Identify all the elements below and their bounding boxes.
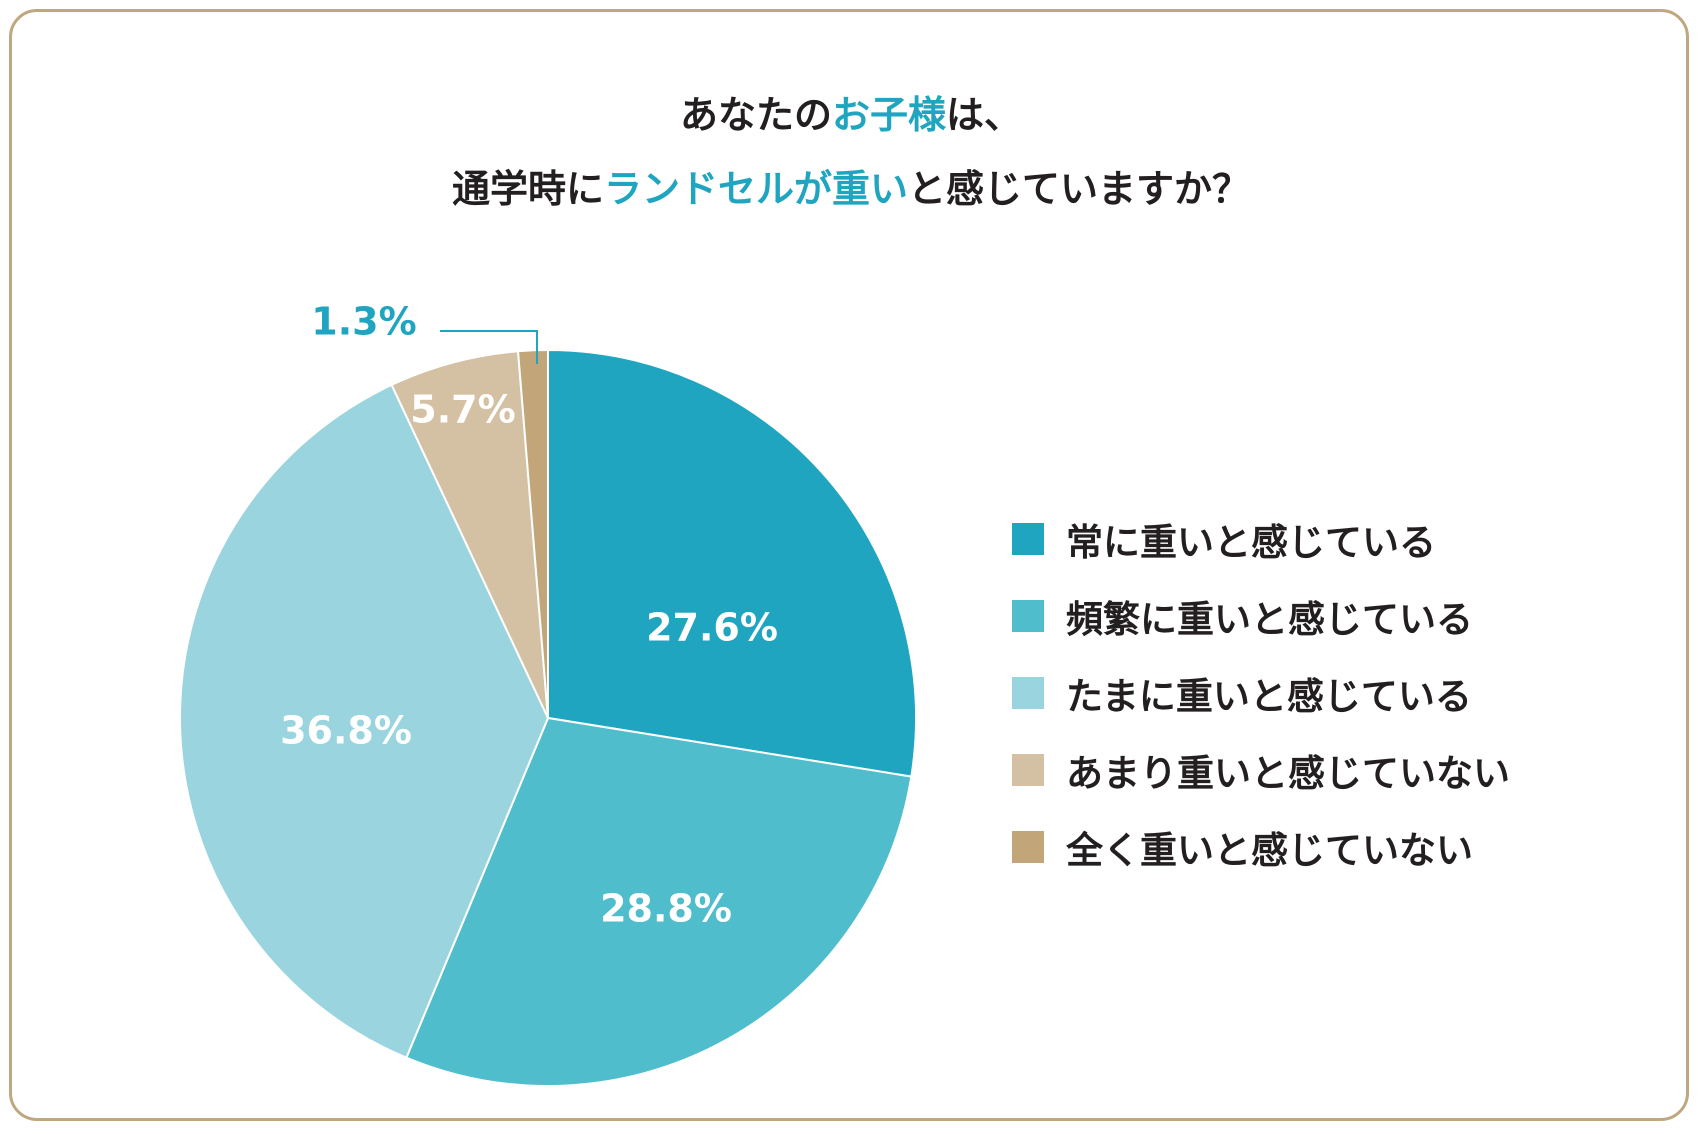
legend-label: 常に重いと感じている [1066, 520, 1436, 564]
pie-slice-3 [179, 383, 550, 1059]
legend-item-3: たまに重いと感じている [1012, 654, 1510, 731]
data-label-3: 36.8% [280, 709, 412, 753]
chart-title: あなたのお子様は、 通学時にランドセルが重いと感じていますか？ [0, 78, 1702, 226]
legend-swatch [1012, 599, 1044, 632]
legend-item-4: あまり重いと感じていない [1012, 731, 1510, 808]
legend-swatch [1012, 830, 1044, 863]
title-line-1-part-1: あなたの [679, 93, 832, 137]
legend-item-1: 常に重いと感じている [1012, 500, 1510, 577]
title-line-2-part-1: 通学時に [451, 167, 604, 211]
legend-swatch [1012, 753, 1044, 786]
legend-item-2: 頻繁に重いと感じている [1012, 577, 1510, 654]
legend-label: あまり重いと感じていない [1066, 751, 1510, 795]
legend-item-5: 全く重いと感じていない [1012, 808, 1510, 885]
legend-swatch [1012, 676, 1044, 709]
pie-slice-5 [516, 348, 549, 719]
data-label-1: 27.6% [646, 606, 778, 650]
title-line-2-highlight: ランドセルが重い [603, 167, 908, 211]
data-label-2: 28.8% [600, 887, 732, 931]
pie-slice-4 [390, 350, 549, 719]
pie-slice-1 [547, 348, 917, 778]
title-line-1-highlight: お子様 [831, 93, 946, 137]
leader-line [440, 330, 538, 364]
legend-label: たまに重いと感じている [1066, 674, 1472, 718]
legend-label: 全く重いと感じていない [1066, 828, 1473, 872]
legend-label: 頻繁に重いと感じている [1066, 597, 1473, 641]
pie-slice-2 [405, 716, 913, 1087]
data-label-5: 1.3% [311, 300, 416, 344]
title-line-1-part-3: は、 [946, 93, 1023, 137]
title-line-2: 通学時にランドセルが重いと感じていますか？ [0, 152, 1702, 226]
data-label-4: 5.7% [410, 388, 515, 432]
legend: 常に重いと感じている 頻繁に重いと感じている たまに重いと感じている あまり重いと感じ… [1012, 500, 1510, 885]
legend-swatch [1012, 522, 1044, 555]
title-line-2-part-3: と感じていますか？ [908, 167, 1251, 211]
title-line-1: あなたのお子様は、 [0, 78, 1702, 152]
